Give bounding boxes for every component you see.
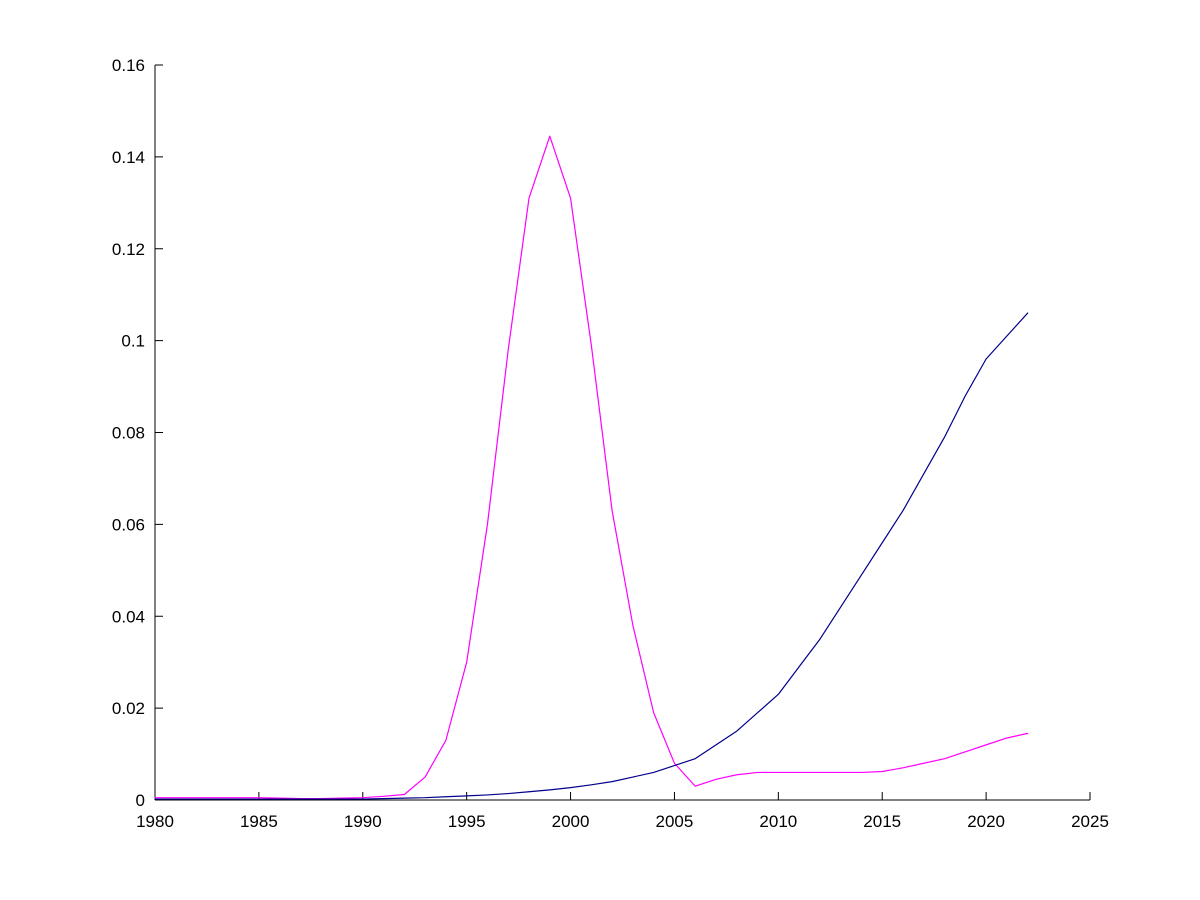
- y-tick-label: 0.1: [121, 332, 145, 351]
- y-tick-label: 0.04: [112, 607, 145, 626]
- x-tick-label: 2000: [552, 812, 590, 831]
- y-tick-label: 0.14: [112, 148, 145, 167]
- x-tick-label: 2010: [759, 812, 797, 831]
- y-tick-label: 0.02: [112, 699, 145, 718]
- x-tick-label: 2025: [1071, 812, 1109, 831]
- x-tick-label: 1995: [448, 812, 486, 831]
- y-tick-label: 0: [136, 791, 145, 810]
- x-tick-label: 2020: [967, 812, 1005, 831]
- x-tick-label: 1990: [344, 812, 382, 831]
- series-magenta-line: [154, 135, 1029, 800]
- y-tick-label: 0.08: [112, 424, 145, 443]
- x-tick-label: 1980: [136, 812, 174, 831]
- series-darkblue-line: [154, 312, 1029, 800]
- x-tick-label: 2005: [656, 812, 694, 831]
- x-tick-label: 2015: [863, 812, 901, 831]
- y-tick-label: 0.12: [112, 240, 145, 259]
- y-tick-label: 0.16: [112, 56, 145, 75]
- y-tick-label: 0.06: [112, 515, 145, 534]
- x-tick-label: 1985: [240, 812, 278, 831]
